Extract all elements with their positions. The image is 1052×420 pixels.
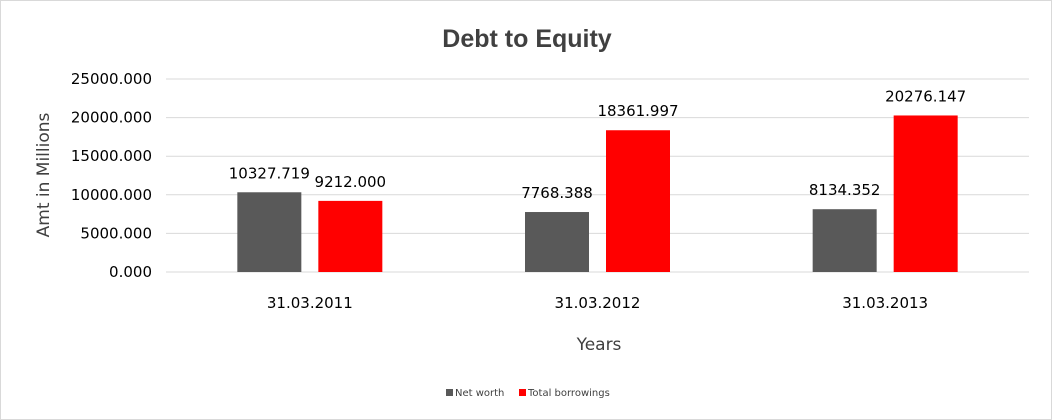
x-axis-title: Years xyxy=(576,335,622,355)
y-tick-label: 5000.000 xyxy=(80,224,152,242)
bar-net-worth xyxy=(237,192,302,272)
legend-swatch xyxy=(519,389,526,396)
gridlines xyxy=(166,78,1029,273)
y-axis-title: Amt in Millions xyxy=(34,112,54,237)
legend: Net worth Total borrowings xyxy=(446,388,610,399)
bar-net-worth xyxy=(812,209,877,272)
legend-label: Net worth xyxy=(455,388,504,399)
x-tick-label: 31.03.2011 xyxy=(267,294,353,312)
bar-total-borrowings xyxy=(606,130,670,272)
data-label: 7768.388 xyxy=(521,184,593,202)
x-axis-ticks: 31.03.2011 31.03.2012 31.03.2013 xyxy=(267,294,928,312)
x-tick-label: 31.03.2013 xyxy=(842,294,928,312)
data-labels: 10327.719 9212.000 7768.388 18361.997 8134.3… xyxy=(229,87,966,202)
bar-net-worth xyxy=(525,212,589,272)
y-tick-label: 20000.000 xyxy=(71,109,152,127)
legend-label: Total borrowings xyxy=(527,388,610,399)
y-tick-label: 0.000 xyxy=(109,263,152,281)
data-label: 9212.000 xyxy=(315,173,387,191)
y-tick-label: 15000.000 xyxy=(71,147,152,165)
bar-total-borrowings xyxy=(318,200,383,272)
chart-title: Debt to Equity xyxy=(442,25,612,53)
y-tick-label: 10000.000 xyxy=(71,186,152,204)
y-tick-label: 25000.000 xyxy=(71,70,152,88)
x-tick-label: 31.03.2012 xyxy=(555,294,641,312)
y-axis-ticks: 0.000 5000.000 10000.000 15000.000 20000.000… xyxy=(71,70,152,281)
data-label: 18361.997 xyxy=(597,102,678,120)
legend-swatch xyxy=(446,389,453,396)
data-label: 20276.147 xyxy=(885,87,966,105)
data-label: 8134.352 xyxy=(809,181,881,199)
bars xyxy=(237,115,958,273)
bar-total-borrowings xyxy=(893,115,958,273)
data-label: 10327.719 xyxy=(229,164,310,182)
